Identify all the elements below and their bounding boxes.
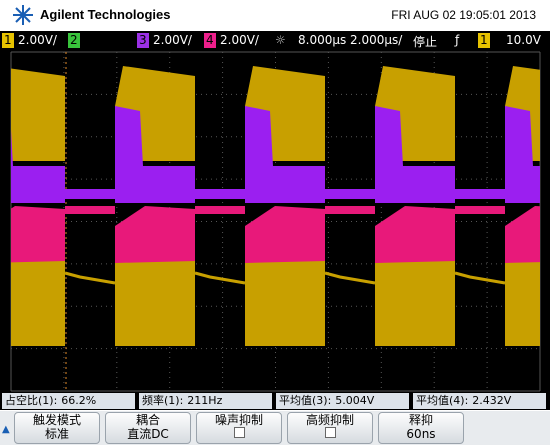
waveform-display <box>0 51 550 392</box>
trigger-slope: ƒ <box>455 33 460 47</box>
softkey-label: 高频抑制 <box>305 413 354 427</box>
ch1-waveform <box>245 261 325 346</box>
softkey[interactable]: 触发模式 标准 <box>14 412 100 444</box>
ch4-scale: 2.00V/ <box>220 33 259 47</box>
ch4-waveform <box>11 206 65 263</box>
ch4-waveform <box>505 206 540 263</box>
ch2-tag: 2 <box>68 33 80 48</box>
ch3-waveform <box>455 189 505 199</box>
brand: Agilent Technologies <box>40 7 171 22</box>
softkey-label: 触发模式 <box>32 413 81 427</box>
ch3-waveform <box>375 106 455 203</box>
ch4-waveform <box>455 206 505 214</box>
timebase: 2.000µs/ <box>350 33 403 47</box>
softkey-label: 释抑 <box>408 413 433 427</box>
ch3-waveform <box>505 106 540 203</box>
measurement-value: 2.432V <box>472 394 512 407</box>
measurement-name: 频率(1): <box>142 394 184 407</box>
measurement: 频率(1): 211Hz <box>139 393 272 409</box>
ch4-waveform <box>195 206 245 214</box>
ch1-scale: 2.00V/ <box>18 33 57 47</box>
measurement-bar: 占空比(1): 66.2% 频率(1): 211Hz 平均值(3): 5.004V 平均值(… <box>0 392 550 410</box>
ch1-waveform <box>505 261 540 346</box>
measurement-name: 平均值(3): <box>279 394 332 407</box>
ch3-waveform <box>115 106 195 203</box>
ch1-waveform <box>11 68 65 161</box>
status-bar: 1 2.00V/ 2 3 2.00V/ 4 2.00V/ ☼ 8.000µs 2… <box>0 31 550 51</box>
header: Agilent Technologies FRI AUG 02 19:05:01… <box>0 0 550 30</box>
softkey-checkbox <box>197 427 281 441</box>
measurement-name: 占空比(1): <box>5 394 58 407</box>
ch3-waveform <box>65 189 115 199</box>
datetime: FRI AUG 02 19:05:01 2013 <box>391 8 536 22</box>
softkey[interactable]: 高频抑制 <box>287 412 373 444</box>
softkey-label: 耦合 <box>135 413 160 427</box>
ch1-waveform <box>115 261 195 346</box>
ch3-tag: 3 <box>137 33 149 48</box>
softkey-checkbox <box>288 427 372 441</box>
measurement: 平均值(3): 5.004V <box>276 393 409 409</box>
measurement-name: 平均值(4): <box>416 394 469 407</box>
ch3-waveform <box>325 189 375 199</box>
ch3-waveform <box>245 106 325 203</box>
softkey-value: 标准 <box>44 427 69 441</box>
ch4-waveform <box>65 206 115 214</box>
ch4-waveform <box>115 206 195 263</box>
ch1-waveform <box>194 271 246 285</box>
softkey-value: 直流DC <box>127 427 169 441</box>
softkey-bar: ▲ 触发模式 标准 耦合 直流DC 噪声抑制 高频抑制 释抑 60ns <box>0 411 550 445</box>
delay: 8.000µs <box>298 33 347 47</box>
trigger-source: 1 <box>478 33 490 48</box>
measurement-value: 211Hz <box>187 394 223 407</box>
ch4-waveform <box>375 206 455 263</box>
ch3-scale: 2.00V/ <box>153 33 192 47</box>
trigger-level: 10.0V <box>506 33 541 47</box>
measurement: 平均值(4): 2.432V <box>413 393 546 409</box>
softkey[interactable]: 耦合 直流DC <box>105 412 191 444</box>
ch4-waveform <box>245 206 325 263</box>
ch1-waveform <box>11 261 65 346</box>
measurement: 占空比(1): 66.2% <box>2 393 135 409</box>
softkey-label: 噪声抑制 <box>214 413 263 427</box>
measurement-value: 5.004V <box>335 394 375 407</box>
measurement-value: 66.2% <box>61 394 97 407</box>
ch1-waveform <box>324 271 376 285</box>
softkey[interactable]: 释抑 60ns <box>378 412 464 444</box>
ch1-waveform <box>375 261 455 346</box>
ch1-tag: 1 <box>2 33 14 48</box>
softkey-value: 60ns <box>406 427 436 441</box>
logo <box>13 5 33 25</box>
ch4-waveform <box>325 206 375 214</box>
run-state: 停止 <box>413 35 438 49</box>
ch4-tag: 4 <box>204 33 216 48</box>
ch3-waveform <box>11 129 65 203</box>
softkey[interactable]: 噪声抑制 <box>196 412 282 444</box>
ch1-waveform <box>454 271 506 285</box>
ch1-waveform <box>64 271 116 285</box>
ch3-waveform <box>195 189 245 199</box>
